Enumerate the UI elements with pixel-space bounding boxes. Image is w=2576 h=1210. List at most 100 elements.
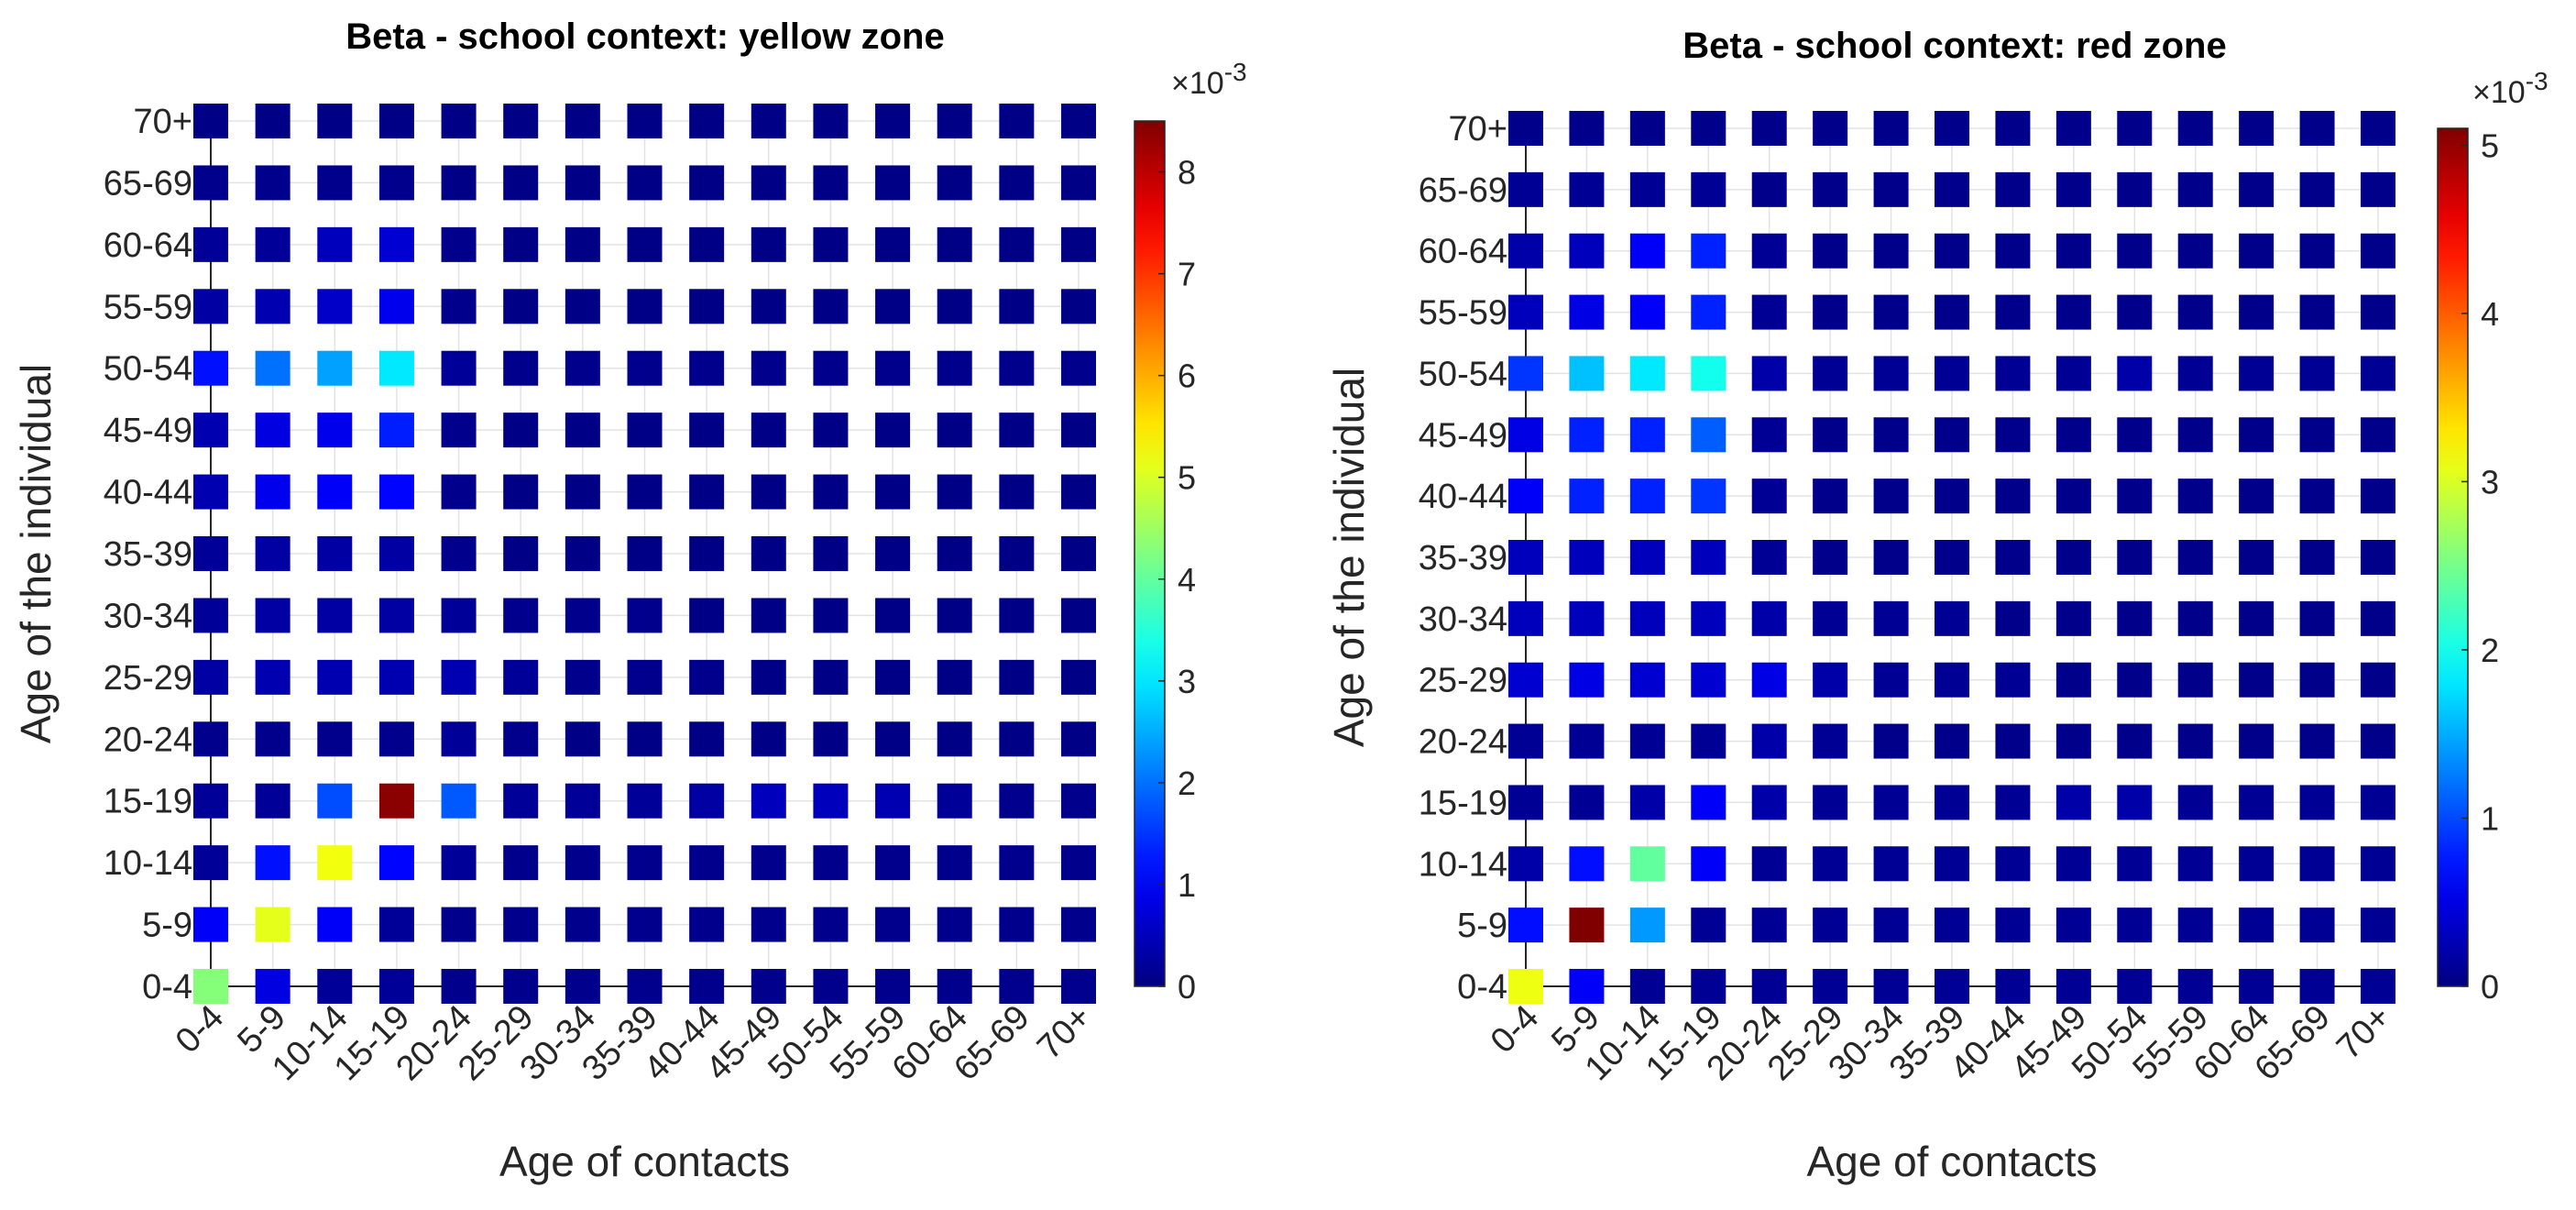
heatmap-cell	[378, 536, 414, 571]
heatmap-cell	[1061, 474, 1096, 510]
heatmap-cell	[999, 165, 1035, 201]
heatmap-cell	[875, 783, 911, 819]
heatmap-cell	[627, 783, 663, 819]
heatmap-cell	[937, 474, 972, 510]
heatmap-cell	[627, 350, 663, 386]
heatmap-cell	[2055, 356, 2091, 391]
heatmap-cell	[2117, 662, 2153, 698]
heatmap-cell	[1873, 723, 1909, 759]
heatmap-cell	[1935, 478, 1969, 514]
heatmap-cell	[1995, 908, 2031, 943]
heatmap-cell	[2055, 908, 2091, 943]
heatmap-cell	[2177, 478, 2213, 514]
y-tick-label: 10-14	[104, 844, 192, 883]
heatmap-cell	[441, 969, 477, 1004]
heatmap-cell	[1935, 540, 1969, 575]
heatmap-cell	[1508, 417, 1543, 453]
heatmap-cell	[1629, 785, 1665, 820]
y-tick-label: 20-24	[104, 720, 192, 759]
heatmap-cell	[689, 536, 725, 571]
heatmap-cell	[2117, 294, 2153, 330]
heatmap-cell	[255, 845, 290, 881]
heatmap-cell	[875, 659, 911, 695]
y-tick-label: 55-59	[104, 288, 192, 326]
heatmap-cell	[2177, 540, 2213, 575]
heatmap-cell	[1061, 907, 1096, 942]
heatmap-cell	[875, 289, 911, 324]
heatmap-cell	[2239, 969, 2275, 1004]
heatmap-cell	[875, 350, 911, 386]
heatmap-cell	[378, 783, 414, 819]
heatmap-cell	[813, 289, 849, 324]
x-tick-label: 70+	[1030, 998, 1099, 1067]
heatmap-cell	[441, 907, 477, 942]
colorbar-exponent: ×10-3	[1171, 58, 1247, 101]
y-tick-label: 25-29	[1419, 662, 1507, 700]
heatmap-cell	[441, 165, 477, 201]
x-tick-label: 0-4	[169, 998, 232, 1062]
heatmap-cell	[2239, 111, 2275, 146]
heatmap-cell	[937, 350, 972, 386]
heatmap-cell	[503, 104, 539, 138]
heatmap-cell	[2055, 540, 2091, 575]
heatmap-cell	[378, 969, 414, 1004]
heatmap-cell	[2361, 171, 2395, 207]
heatmap-cell	[503, 226, 539, 262]
heatmap-cell	[255, 659, 290, 695]
heatmap-cell	[875, 226, 911, 262]
heatmap-cell	[1569, 417, 1605, 453]
heatmap-cell	[2055, 846, 2091, 882]
heatmap-cell	[1813, 662, 1848, 698]
heatmap-cell	[193, 721, 228, 757]
heatmap-cell	[999, 659, 1035, 695]
heatmap-cell	[1813, 600, 1848, 636]
heatmap-cell	[627, 659, 663, 695]
heatmap-cell	[1935, 969, 1969, 1004]
heatmap-cell	[751, 969, 786, 1004]
heatmap-cell	[1813, 478, 1848, 514]
heatmap-cell	[937, 907, 972, 942]
heatmap-cell	[378, 721, 414, 757]
heatmap-cell	[1935, 417, 1969, 453]
heatmap-cell	[1061, 659, 1096, 695]
heatmap-cell	[813, 350, 849, 386]
heatmap-cell	[1995, 785, 2031, 820]
heatmap-cell	[999, 845, 1035, 881]
heatmap-cell	[999, 907, 1035, 942]
heatmap-cell	[875, 907, 911, 942]
heatmap-cell	[999, 226, 1035, 262]
heatmap-cell	[2239, 356, 2275, 391]
heatmap-cell	[1751, 600, 1787, 636]
heatmap-cell	[503, 536, 539, 571]
heatmap-cell	[1061, 721, 1096, 757]
heatmap-cell	[317, 412, 353, 448]
heatmap-cell	[441, 289, 477, 324]
heatmap-cell	[441, 598, 477, 633]
heatmap-cell	[2055, 171, 2091, 207]
heatmap-cell	[875, 845, 911, 881]
chart-panel-1: 0-45-910-1415-1920-2425-2930-3435-3940-4…	[12, 16, 1247, 1185]
heatmap-cell	[2117, 785, 2153, 820]
chart-title: Beta - school context: yellow zone	[345, 16, 944, 57]
heatmap-cell	[2239, 417, 2275, 453]
heatmap-cell	[1935, 662, 1969, 698]
heatmap-cell	[1751, 233, 1787, 269]
heatmap-cell	[2177, 171, 2213, 207]
heatmap-cell	[317, 165, 353, 201]
heatmap-cell	[503, 474, 539, 510]
heatmap-cell	[1061, 969, 1096, 1004]
heatmap-cell	[2117, 969, 2153, 1004]
heatmap-cell	[627, 289, 663, 324]
heatmap-cell	[2117, 171, 2153, 207]
colorbar	[1134, 120, 1166, 987]
heatmap-cell	[2117, 600, 2153, 636]
heatmap-cell	[1508, 478, 1543, 514]
heatmap-cell	[503, 412, 539, 448]
heatmap-cell	[2299, 723, 2335, 759]
y-axis-label: Age of the individual	[1325, 368, 1373, 747]
heatmap-cell	[751, 659, 786, 695]
heatmap-cell	[1751, 908, 1787, 943]
heatmap-cell	[689, 289, 725, 324]
heatmap-cell	[2117, 723, 2153, 759]
heatmap-cell	[1935, 723, 1969, 759]
